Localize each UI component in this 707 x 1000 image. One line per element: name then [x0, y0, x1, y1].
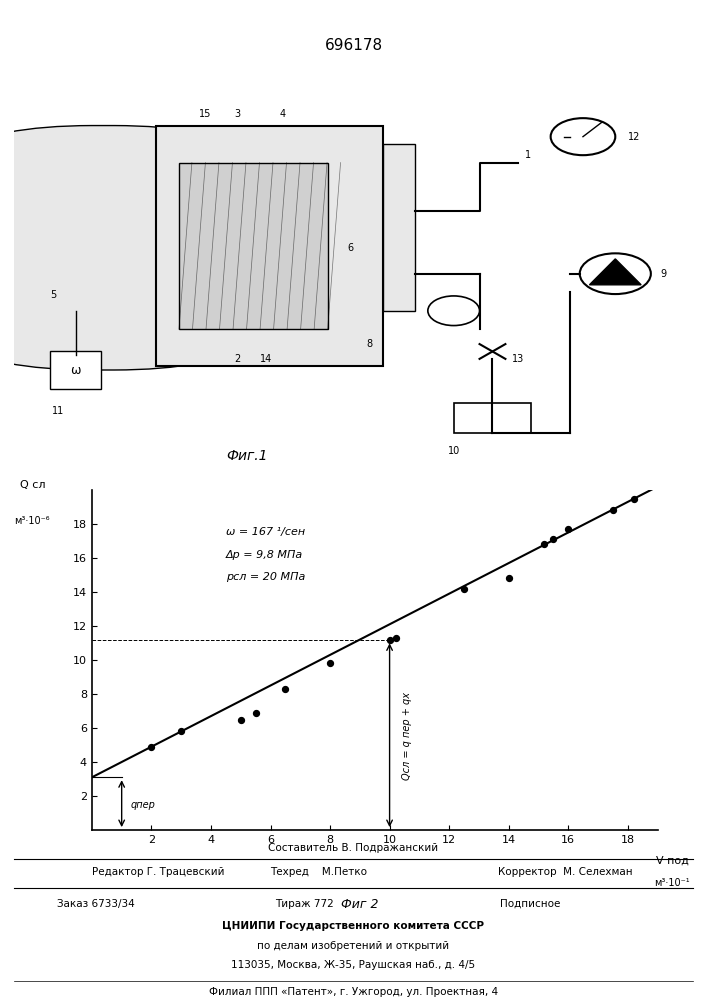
FancyBboxPatch shape — [0, 126, 308, 370]
FancyBboxPatch shape — [14, 174, 105, 318]
Text: ω = 167 ¹/сен: ω = 167 ¹/сен — [226, 528, 305, 538]
Text: 14: 14 — [260, 354, 272, 364]
Text: Δp = 9,8 МПа: Δp = 9,8 МПа — [226, 550, 303, 560]
Circle shape — [551, 118, 615, 155]
Point — [250, 705, 262, 721]
Text: qпер: qпер — [131, 800, 156, 810]
Point — [325, 655, 336, 671]
Text: pсл = 20 МПа: pсл = 20 МПа — [226, 572, 305, 582]
Bar — [156, 126, 382, 366]
Text: 1: 1 — [525, 150, 531, 160]
Text: Подписное: Подписное — [500, 899, 561, 909]
Point — [390, 630, 401, 646]
Text: Фиг.1: Фиг.1 — [226, 449, 267, 463]
Text: 5: 5 — [49, 290, 56, 300]
Text: 8: 8 — [367, 339, 373, 349]
Bar — [179, 163, 327, 329]
Text: 113035, Москва, Ж-35, Раушская наб., д. 4/5: 113035, Москва, Ж-35, Раушская наб., д. … — [231, 960, 476, 970]
Point — [384, 632, 395, 648]
Point — [458, 581, 469, 597]
Point — [175, 723, 187, 739]
Text: м³·10⁻⁶: м³·10⁻⁶ — [15, 516, 50, 526]
Point — [146, 739, 157, 755]
Text: ЦНИИПИ Государственного комитета СССР: ЦНИИПИ Государственного комитета СССР — [223, 921, 484, 931]
Point — [503, 570, 514, 586]
Text: 11: 11 — [52, 406, 64, 416]
Text: м³·10⁻¹: м³·10⁻¹ — [655, 878, 690, 888]
Text: Корректор  М. Селехман: Корректор М. Селехман — [498, 867, 633, 877]
Circle shape — [580, 253, 651, 294]
Text: 2: 2 — [234, 354, 240, 364]
Polygon shape — [590, 259, 641, 285]
Text: Q сл: Q сл — [20, 480, 45, 490]
Text: 13: 13 — [512, 354, 524, 364]
Circle shape — [428, 296, 479, 326]
Text: Тираж 772: Тираж 772 — [274, 899, 334, 909]
Text: Составитель В. Подражанский: Составитель В. Подражанский — [269, 843, 438, 853]
Text: 3: 3 — [234, 109, 240, 119]
Text: Техред    М.Петко: Техред М.Петко — [269, 867, 367, 877]
Bar — [454, 403, 531, 433]
Text: 696178: 696178 — [325, 37, 382, 52]
Point — [235, 712, 247, 728]
Point — [548, 531, 559, 547]
Text: Qсл = q пер + qх: Qсл = q пер + qх — [402, 692, 411, 780]
Text: 15: 15 — [199, 109, 211, 119]
Bar — [382, 144, 415, 311]
Text: 4: 4 — [279, 109, 286, 119]
Text: Редактор Г. Трацевский: Редактор Г. Трацевский — [92, 867, 224, 877]
Text: Филиал ППП «Патент», г. Ужгород, ул. Проектная, 4: Филиал ППП «Патент», г. Ужгород, ул. Про… — [209, 987, 498, 997]
FancyBboxPatch shape — [49, 351, 101, 389]
Point — [563, 521, 574, 537]
Text: Заказ 6733/34: Заказ 6733/34 — [57, 899, 134, 909]
Text: Фиг 2: Фиг 2 — [341, 898, 378, 911]
Point — [280, 681, 291, 697]
Point — [607, 502, 619, 518]
Text: 6: 6 — [347, 243, 354, 253]
Text: ω: ω — [70, 363, 81, 376]
Text: 12: 12 — [629, 132, 641, 142]
Point — [628, 490, 639, 506]
Text: V под: V под — [656, 856, 689, 865]
Text: по делам изобретений и открытий: по делам изобретений и открытий — [257, 941, 450, 951]
Text: 9: 9 — [660, 269, 667, 279]
Text: 10: 10 — [448, 446, 460, 456]
Point — [539, 536, 550, 552]
